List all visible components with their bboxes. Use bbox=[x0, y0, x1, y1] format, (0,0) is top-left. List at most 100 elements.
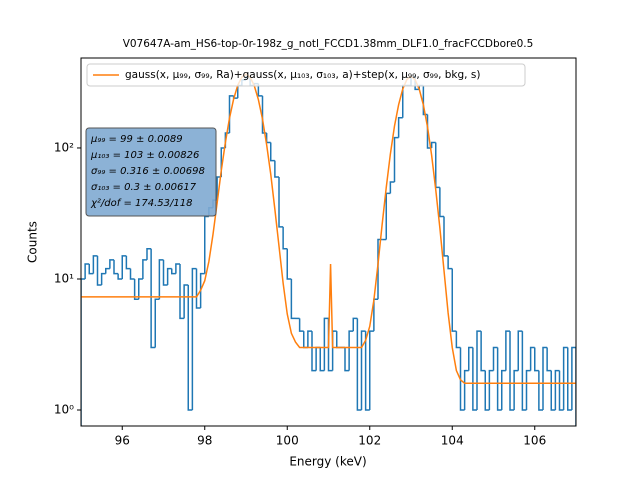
histogram-bin bbox=[129, 268, 135, 280]
fit-line bbox=[81, 73, 576, 385]
histogram-bin bbox=[393, 136, 399, 182]
stats-frame bbox=[85, 127, 217, 217]
histogram-bin bbox=[344, 347, 350, 372]
histogram-bin bbox=[505, 330, 510, 371]
histogram-bin bbox=[562, 346, 568, 411]
histogram-bin bbox=[509, 331, 515, 411]
histogram-bin bbox=[422, 85, 428, 116]
histogram-bin bbox=[443, 216, 449, 257]
histogram-bin bbox=[501, 369, 506, 411]
histogram-bin bbox=[311, 331, 317, 372]
histogram-bin bbox=[542, 346, 548, 411]
histogram-bin bbox=[455, 331, 461, 349]
histogram-bin bbox=[488, 369, 494, 411]
histogram-bin bbox=[323, 317, 329, 371]
histogram-bin bbox=[88, 264, 94, 275]
histogram-bin bbox=[105, 267, 110, 274]
histogram-bin bbox=[183, 284, 189, 319]
legend-label: gauss(x, μ₉₉, σ₉₉, Ra)+gauss(x, μ₁₀₃, σ₁… bbox=[125, 69, 480, 81]
histogram-bin bbox=[146, 248, 152, 260]
histogram-bin bbox=[496, 347, 502, 411]
histogram-bin bbox=[525, 369, 531, 411]
histogram-bin bbox=[92, 255, 98, 274]
histogram-bin bbox=[96, 255, 102, 286]
histogram-bin bbox=[257, 83, 263, 97]
legend: gauss(x, μ₉₉, σ₉₉, Ra)+gauss(x, μ₁₀₃, σ₁… bbox=[86, 63, 526, 87]
axes: 96 98 100 102 104 106 10⁰ 10¹ 10² bbox=[54, 140, 546, 447]
histogram-bin bbox=[451, 268, 457, 332]
histogram-bin bbox=[352, 317, 358, 332]
histogram-bin bbox=[121, 255, 127, 279]
plot-area bbox=[81, 73, 576, 426]
histogram-bin bbox=[468, 346, 473, 371]
histogram-bin bbox=[567, 347, 572, 411]
chart-title: V07647A-am_HS6-top-0r-198z_g_notl_FCCD1.… bbox=[123, 38, 534, 50]
histogram-bin bbox=[162, 259, 168, 286]
histogram-bin bbox=[298, 318, 304, 332]
histogram-bin bbox=[175, 263, 180, 274]
histogram-bin bbox=[492, 346, 498, 371]
x-tick-label: 96 bbox=[115, 434, 130, 448]
histogram-bin bbox=[463, 369, 469, 411]
histogram-bin bbox=[191, 267, 197, 411]
histogram-bin bbox=[307, 330, 312, 348]
histogram-bin bbox=[154, 298, 160, 348]
histogram-bin bbox=[389, 181, 395, 194]
histogram-bin bbox=[179, 264, 185, 320]
stats-line: χ²/dof = 174.53/118 bbox=[90, 198, 192, 209]
histogram-bin bbox=[84, 263, 90, 279]
histogram-bin bbox=[113, 259, 119, 275]
histogram-bin bbox=[439, 187, 444, 218]
histogram-bin bbox=[356, 318, 362, 411]
histogram-bin bbox=[517, 330, 523, 371]
histogram-bin bbox=[430, 141, 436, 148]
histogram-bin bbox=[348, 330, 354, 371]
histogram-bin bbox=[100, 272, 106, 285]
histogram-bin bbox=[534, 347, 539, 372]
histogram-bin bbox=[158, 259, 164, 300]
histogram-bin bbox=[286, 248, 292, 280]
histogram-bin bbox=[125, 255, 131, 270]
histogram-bin bbox=[459, 347, 465, 411]
histogram-bin bbox=[138, 278, 143, 300]
histogram-bin bbox=[117, 273, 123, 280]
histogram-bin bbox=[571, 346, 576, 426]
histogram-bin bbox=[369, 330, 374, 411]
histogram-bin bbox=[199, 272, 205, 309]
histogram-bin bbox=[150, 248, 156, 349]
histogram-bin bbox=[290, 278, 296, 320]
histogram-bin bbox=[529, 346, 535, 371]
x-tick-label: 106 bbox=[523, 434, 546, 448]
x-axis-label: Energy (keV) bbox=[289, 455, 366, 469]
stats-line: μ₁₀₃ = 103 ± 0.00826 bbox=[90, 150, 199, 161]
histogram-bin bbox=[521, 331, 527, 411]
histogram-bin bbox=[270, 142, 275, 162]
histogram-bin bbox=[171, 268, 176, 275]
histogram-bin bbox=[480, 331, 486, 372]
histogram-bin bbox=[360, 330, 366, 411]
histogram-bin bbox=[166, 267, 172, 285]
histogram-bin bbox=[472, 347, 477, 411]
x-tick-label: 98 bbox=[197, 434, 212, 448]
histogram-bin bbox=[397, 117, 403, 138]
x-tick-label: 102 bbox=[358, 434, 381, 448]
histogram-bin bbox=[364, 331, 370, 411]
stats-line: μ₉₉ = 99 ± 0.0089 bbox=[90, 134, 183, 145]
stats-line: σ₉₉ = 0.316 ± 0.00698 bbox=[91, 166, 205, 177]
histogram-bin bbox=[133, 278, 139, 301]
y-tick-label: 10⁰ bbox=[54, 403, 74, 417]
histogram-bin bbox=[81, 278, 86, 426]
stats-line: σ₁₀₃ = 0.3 ± 0.00617 bbox=[91, 182, 197, 193]
x-tick-label: 100 bbox=[276, 434, 299, 448]
histogram-bin bbox=[546, 347, 552, 372]
histogram-bin bbox=[195, 268, 201, 309]
histogram-bin bbox=[282, 226, 288, 250]
y-tick-label: 10² bbox=[54, 140, 74, 154]
histogram-bin bbox=[187, 284, 193, 411]
histogram-bin bbox=[319, 347, 325, 372]
y-tick-label: 10¹ bbox=[54, 271, 74, 285]
histogram-bin bbox=[109, 259, 114, 269]
x-tick-label: 104 bbox=[441, 434, 464, 448]
legend-frame bbox=[86, 63, 526, 87]
